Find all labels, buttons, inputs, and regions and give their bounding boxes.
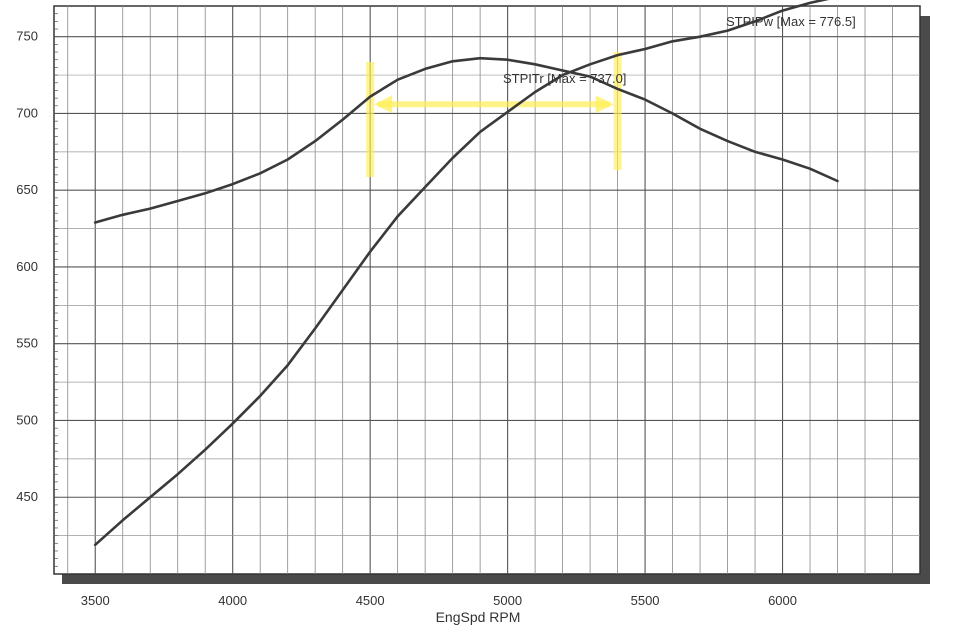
x-axis-title: EngSpd RPM [436, 609, 521, 625]
series-label-torque: STPITr [Max = 737.0] [503, 71, 626, 86]
highlight-arrowhead-right [595, 95, 614, 114]
grid [54, 6, 920, 574]
y-tick-label: 500 [16, 412, 38, 427]
tick-labels: 3500 4000 4500 5000 5500 6000 450 500 550 600 650 7… [16, 29, 797, 608]
rpm-range-highlight [366, 52, 622, 177]
x-tick-label: 4000 [218, 593, 247, 608]
y-tick-label: 600 [16, 259, 38, 274]
x-tick-label: 4500 [356, 593, 385, 608]
highlight-arrowhead-left [374, 95, 393, 114]
y-tick-label: 450 [16, 489, 38, 504]
x-tick-label: 3500 [81, 593, 110, 608]
plot-area [53, 5, 921, 575]
y-tick-label: 700 [16, 105, 38, 120]
series-label-power: STPIPw [Max = 776.5] [726, 14, 856, 29]
series-labels: STPITr [Max = 737.0] STPIPw [Max = 776.5… [503, 14, 856, 86]
y-tick-label: 650 [16, 182, 38, 197]
series-lines [93, 0, 839, 547]
y-tick-label: 550 [16, 336, 38, 351]
y-tick-label: 750 [16, 29, 38, 44]
x-tick-label: 5000 [493, 593, 522, 608]
power-curve [93, 0, 830, 547]
highlight-left-bar [366, 62, 375, 177]
highlight-right-bar [613, 52, 622, 170]
x-tick-label: 6000 [768, 593, 797, 608]
x-tick-label: 5500 [631, 593, 660, 608]
torque-curve [93, 56, 839, 224]
